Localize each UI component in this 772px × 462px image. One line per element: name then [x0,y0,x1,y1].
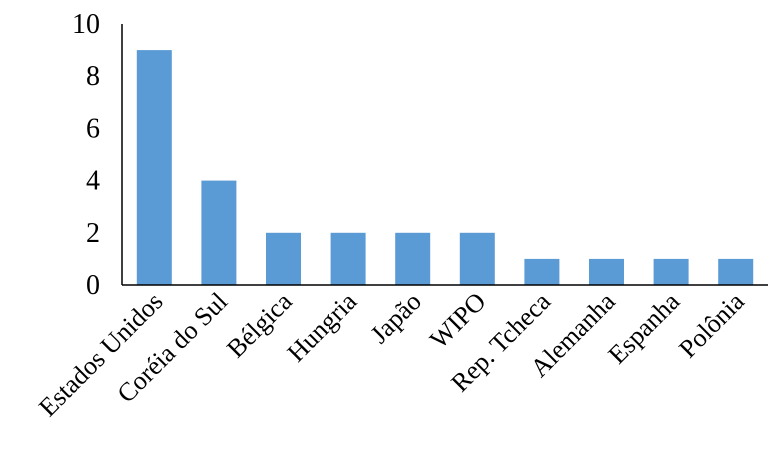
bar-b-lgica [266,232,301,285]
bar-estados-unidos [136,50,172,285]
bar-jap-o [395,232,431,285]
y-tick-labels: 0 2 4 6 8 10 [72,9,100,301]
bar-hungria [330,232,366,285]
y-tick-label: 8 [86,61,100,92]
y-tick-label: 2 [86,218,100,249]
bar-wipo [459,232,495,285]
bar-alemanha [589,258,624,285]
x-category-label: Espanha [603,286,686,369]
y-tick-label: 0 [86,270,100,301]
y-tick-label: 10 [72,9,100,40]
bar-cor-ia-do-sul [201,180,237,285]
x-category-label: Hungria [282,286,363,367]
bar-rep-tcheca [524,258,560,285]
bar-pol-nia [718,258,754,285]
x-category-label: Japão [365,287,427,349]
y-tick-label: 4 [86,166,100,197]
bars-layer [136,50,754,285]
y-tick-label: 6 [86,113,100,144]
bar-espanha [653,258,689,285]
x-category-label: Polônia [673,286,750,363]
